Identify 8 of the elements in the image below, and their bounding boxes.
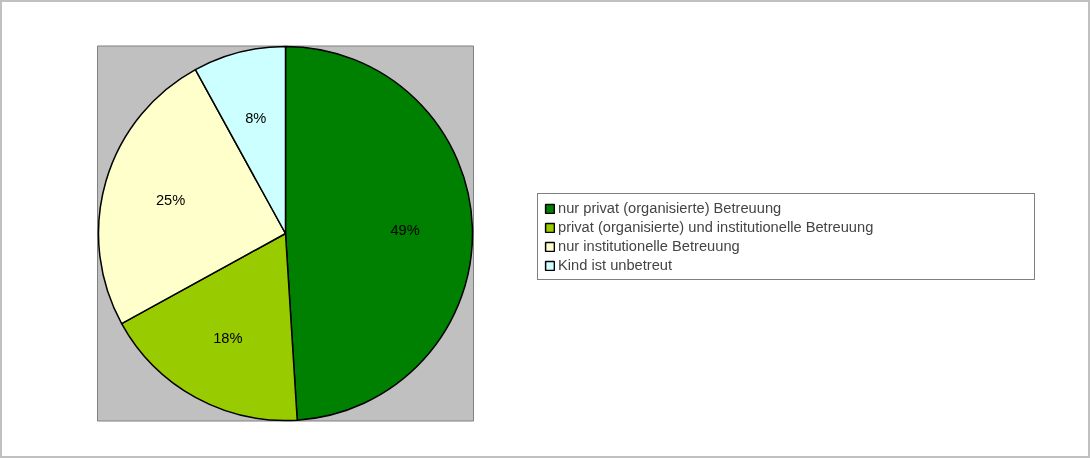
data-label: 49% — [390, 221, 420, 238]
legend-label: nur institutionelle Betreuung — [558, 238, 741, 254]
data-label: 18% — [213, 330, 243, 347]
legend-label: privat (organisierte) und institutionelle Betreuung — [558, 219, 875, 235]
data-label: 8% — [245, 109, 267, 126]
data-label: 25% — [155, 192, 186, 209]
legend-label: Kind ist unbetreut — [558, 257, 674, 273]
legend-label: nur privat (organisierte) Betreuung — [558, 200, 783, 216]
